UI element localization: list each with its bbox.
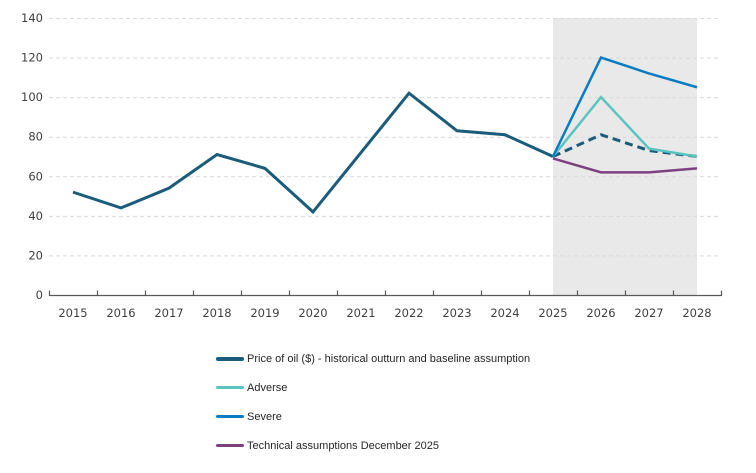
y-axis-label: 0 bbox=[36, 288, 43, 302]
legend-swatch bbox=[216, 443, 244, 448]
shaded-forecast-region bbox=[553, 18, 697, 295]
series-line-baseline-assumption-forecast bbox=[552, 133, 698, 158]
x-axis-label: 2019 bbox=[250, 306, 279, 320]
legend-label: Adverse bbox=[247, 381, 288, 394]
y-axis-label: 40 bbox=[28, 209, 43, 223]
x-axis-label: 2023 bbox=[442, 306, 471, 320]
x-axis-label: 2017 bbox=[154, 306, 183, 320]
x-axis-label: 2021 bbox=[346, 306, 375, 320]
x-axis-label: 2020 bbox=[298, 306, 327, 320]
series-line-price-of-oil-historical bbox=[72, 91, 554, 215]
legend-item-technical-assumptions: Technical assumptions December 2025 bbox=[216, 431, 530, 460]
x-axis-label: 2015 bbox=[58, 306, 87, 320]
y-axis-label: 120 bbox=[21, 51, 43, 65]
legend-label: Severe bbox=[247, 410, 282, 423]
series-line-adverse bbox=[552, 95, 698, 158]
x-axis-label: 2028 bbox=[682, 306, 711, 320]
legend-swatch bbox=[216, 414, 244, 419]
x-axis-label: 2026 bbox=[586, 306, 615, 320]
legend-label: Price of oil ($) - historical outturn an… bbox=[247, 352, 531, 365]
y-axis-label: 20 bbox=[28, 248, 43, 262]
x-axis-label: 2025 bbox=[538, 306, 567, 320]
legend-item-price-of-oil: Price of oil ($) - historical outturn an… bbox=[216, 344, 530, 373]
x-axis-label: 2022 bbox=[394, 306, 423, 320]
y-axis-label: 100 bbox=[21, 90, 43, 104]
y-axis-label: 80 bbox=[28, 130, 43, 144]
series-line-technical-assumptions bbox=[552, 157, 698, 174]
legend-label: Technical assumptions December 2025 bbox=[247, 439, 439, 452]
oil-price-chart: 0 20 40 60 80 100 120 140 2015 2016 2017 2018 2019 20… bbox=[21, 11, 723, 320]
x-axis-label: 2016 bbox=[106, 306, 135, 320]
y-axis-label: 60 bbox=[28, 169, 43, 183]
legend-item-severe: Severe bbox=[216, 402, 530, 431]
series-line-severe bbox=[551, 56, 698, 158]
legend-item-adverse: Adverse bbox=[216, 373, 530, 402]
y-axis-label: 140 bbox=[21, 11, 43, 25]
legend-swatch bbox=[216, 385, 244, 390]
legend: Price of oil ($) - historical outturn an… bbox=[216, 344, 530, 460]
x-axis-label: 2018 bbox=[202, 306, 231, 320]
legend-swatch bbox=[216, 356, 244, 361]
chart-svg: 0 20 40 60 80 100 120 140 2015 2016 2017 2018 2019 20… bbox=[21, 11, 723, 320]
x-axis-label: 2027 bbox=[634, 306, 663, 320]
x-axis-label: 2024 bbox=[490, 306, 519, 320]
